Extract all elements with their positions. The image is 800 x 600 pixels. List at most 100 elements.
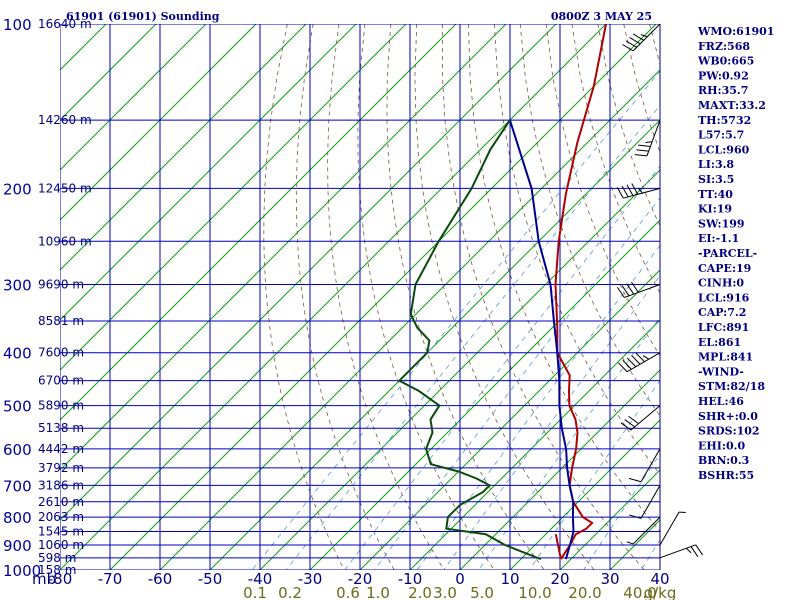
mixing-ratio-label: 20.0 [568, 584, 601, 600]
height-label: 2610 m [38, 495, 84, 509]
barb-feather [631, 354, 641, 365]
temperature-tick-label: -30 [298, 570, 323, 588]
mixing-ratio-label: 10.0 [518, 584, 551, 600]
dry-adiabat-line [779, 24, 800, 570]
height-label: 1545 m [38, 524, 84, 538]
height-label: 12450 m [38, 181, 92, 195]
barb-feather [638, 144, 651, 147]
temperature-tick-label: -80 [48, 570, 73, 588]
index-value: TH:5732 [698, 114, 751, 127]
barb-feather [626, 357, 637, 368]
barb-staff [640, 448, 661, 483]
mixing-ratio-label: 0.6 [336, 584, 360, 600]
barb-feather [622, 44, 634, 52]
wind-barb [616, 281, 661, 298]
barb-feather [616, 286, 625, 298]
height-label: 7600 m [38, 346, 84, 360]
index-value: EI:-1.1 [698, 232, 739, 245]
isotherm-line [359, 269, 660, 570]
index-value: LCL:960 [698, 143, 750, 156]
isotherm-line [760, 24, 800, 570]
barb-feather [618, 362, 628, 373]
index-value: LI:3.8 [698, 158, 734, 171]
barb-feather [628, 415, 639, 425]
isotherm-line [309, 219, 660, 570]
barb-staff [632, 23, 661, 52]
isotherm-line [559, 469, 660, 570]
barb-feather [628, 514, 642, 519]
isotherm-line [60, 24, 357, 321]
isotherm-line [60, 24, 207, 171]
mixing-ratio-label: 1.0 [366, 584, 390, 600]
index-value: L57:5.7 [698, 129, 744, 142]
barb-staff [632, 516, 661, 545]
height-label: 4442 m [38, 442, 84, 456]
height-label: 158 m [38, 563, 76, 577]
height-label: 3186 m [38, 478, 84, 492]
isotherm-line [60, 24, 607, 570]
index-value: BSHR:55 [698, 469, 754, 482]
dry-adiabat-line [263, 24, 345, 570]
wind-barb [628, 448, 661, 483]
barb-staff [659, 511, 680, 546]
index-value: BRN:0.3 [698, 454, 749, 467]
index-value: CAPE:19 [698, 262, 751, 275]
barb-staff [646, 119, 661, 157]
temperature-tick-label: -20 [348, 570, 373, 588]
index-value: HEL:46 [698, 395, 744, 408]
wind-barb [620, 405, 661, 431]
barb-feather [632, 33, 644, 41]
mixing-ratio-label: 40.0 [623, 584, 656, 600]
barb-feather [622, 359, 632, 370]
barb-feather [625, 40, 637, 48]
valid-time: 0800Z 3 MAY 25 [551, 10, 652, 23]
isotherm-line [459, 369, 660, 570]
height-label: 5138 m [38, 421, 84, 435]
profile-line [508, 119, 575, 560]
isotherm-line [109, 24, 657, 570]
barb-feather [626, 283, 635, 295]
index-value: EL:861 [698, 336, 741, 349]
barb-staff [630, 405, 661, 431]
profile-line [397, 119, 542, 561]
index-value: SW:199 [698, 217, 745, 230]
barb-feather [685, 547, 692, 554]
dry-adiabat-line [327, 24, 445, 570]
barb-feather [640, 34, 648, 38]
wind-barb [616, 183, 661, 199]
isotherm-line [60, 24, 507, 471]
pressure-tick-label: 1000 [3, 562, 41, 580]
height-label: 5890 m [38, 399, 84, 413]
barb-feather [621, 285, 630, 297]
isotherm-line [259, 169, 660, 570]
temperature-tick-label: -70 [98, 570, 123, 588]
height-label: 16640 m [38, 17, 92, 31]
isotherm-line [509, 419, 660, 570]
profile-line [554, 24, 607, 560]
temperature-tick-label: 0 [455, 570, 465, 588]
index-value: KI:19 [698, 203, 732, 216]
mixing-ratio-label: 3.0 [433, 584, 457, 600]
barb-staff [659, 544, 696, 559]
index-value: SI:3.5 [698, 173, 734, 186]
temperature-tick-label: 20 [550, 570, 569, 588]
mixing-ratio-label: 2.0 [408, 584, 432, 600]
pressure-tick-label: 300 [3, 277, 32, 295]
barb-feather [631, 281, 639, 293]
wind-barb [659, 511, 686, 546]
index-value: EHI:0.0 [698, 439, 745, 452]
temperature-tick-label: -50 [198, 570, 223, 588]
index-value: -PARCEL- [698, 247, 757, 260]
wind-barb [634, 119, 661, 157]
temperature-tick-label: -10 [398, 570, 423, 588]
barb-feather [636, 149, 649, 152]
wind-barb [622, 23, 661, 52]
index-value: WMO:61901 [697, 25, 774, 38]
pressure-tick-label: 900 [3, 537, 32, 555]
height-label: 1060 m [38, 538, 84, 552]
index-value: -WIND- [698, 365, 744, 378]
height-label: 10960 m [38, 234, 92, 248]
wind-barb [659, 544, 704, 559]
pressure-tick-label: 800 [3, 509, 32, 527]
